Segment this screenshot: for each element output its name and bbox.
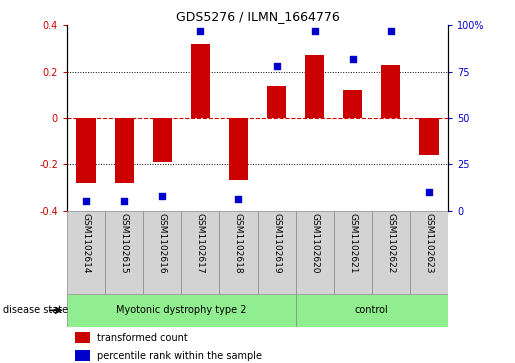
Text: Myotonic dystrophy type 2: Myotonic dystrophy type 2 [116, 305, 247, 315]
Bar [410, 211, 448, 294]
Point [158, 193, 166, 199]
Text: GSM1102614: GSM1102614 [81, 213, 91, 274]
Text: GSM1102617: GSM1102617 [196, 213, 205, 274]
Text: transformed count: transformed count [97, 333, 188, 343]
Bar [67, 211, 105, 294]
Bar [153, 118, 172, 162]
Point [196, 28, 204, 34]
Text: GSM1102623: GSM1102623 [424, 213, 434, 274]
Bar [372, 211, 410, 294]
Text: GSM1102622: GSM1102622 [386, 213, 396, 273]
Text: disease state: disease state [3, 305, 67, 315]
Bar [229, 118, 248, 180]
Point [387, 28, 395, 34]
Bar [419, 118, 439, 155]
Text: GSM1102615: GSM1102615 [119, 213, 129, 274]
Bar [296, 294, 448, 327]
Bar [258, 211, 296, 294]
Bar [191, 44, 210, 118]
Text: GSM1102616: GSM1102616 [158, 213, 167, 274]
Point [234, 196, 243, 202]
Bar [76, 118, 96, 183]
Bar [382, 65, 401, 118]
Text: control: control [355, 305, 389, 315]
Bar [344, 90, 363, 118]
Bar [114, 118, 134, 183]
Text: GSM1102620: GSM1102620 [310, 213, 319, 274]
Bar [75, 332, 90, 343]
Text: GSM1102621: GSM1102621 [348, 213, 357, 274]
Point [425, 189, 433, 195]
Point [311, 28, 319, 34]
Bar [305, 56, 324, 118]
Bar [219, 211, 258, 294]
Bar [334, 211, 372, 294]
Bar [296, 211, 334, 294]
Point [82, 198, 90, 204]
Title: GDS5276 / ILMN_1664776: GDS5276 / ILMN_1664776 [176, 10, 339, 23]
Bar [67, 294, 296, 327]
Point [349, 56, 357, 62]
Text: GSM1102619: GSM1102619 [272, 213, 281, 274]
Bar [105, 211, 143, 294]
Bar [143, 211, 181, 294]
Bar [181, 211, 219, 294]
Text: percentile rank within the sample: percentile rank within the sample [97, 351, 263, 361]
Bar [267, 86, 286, 118]
Point [272, 63, 281, 69]
Text: GSM1102618: GSM1102618 [234, 213, 243, 274]
Point [120, 198, 128, 204]
Bar [75, 350, 90, 361]
